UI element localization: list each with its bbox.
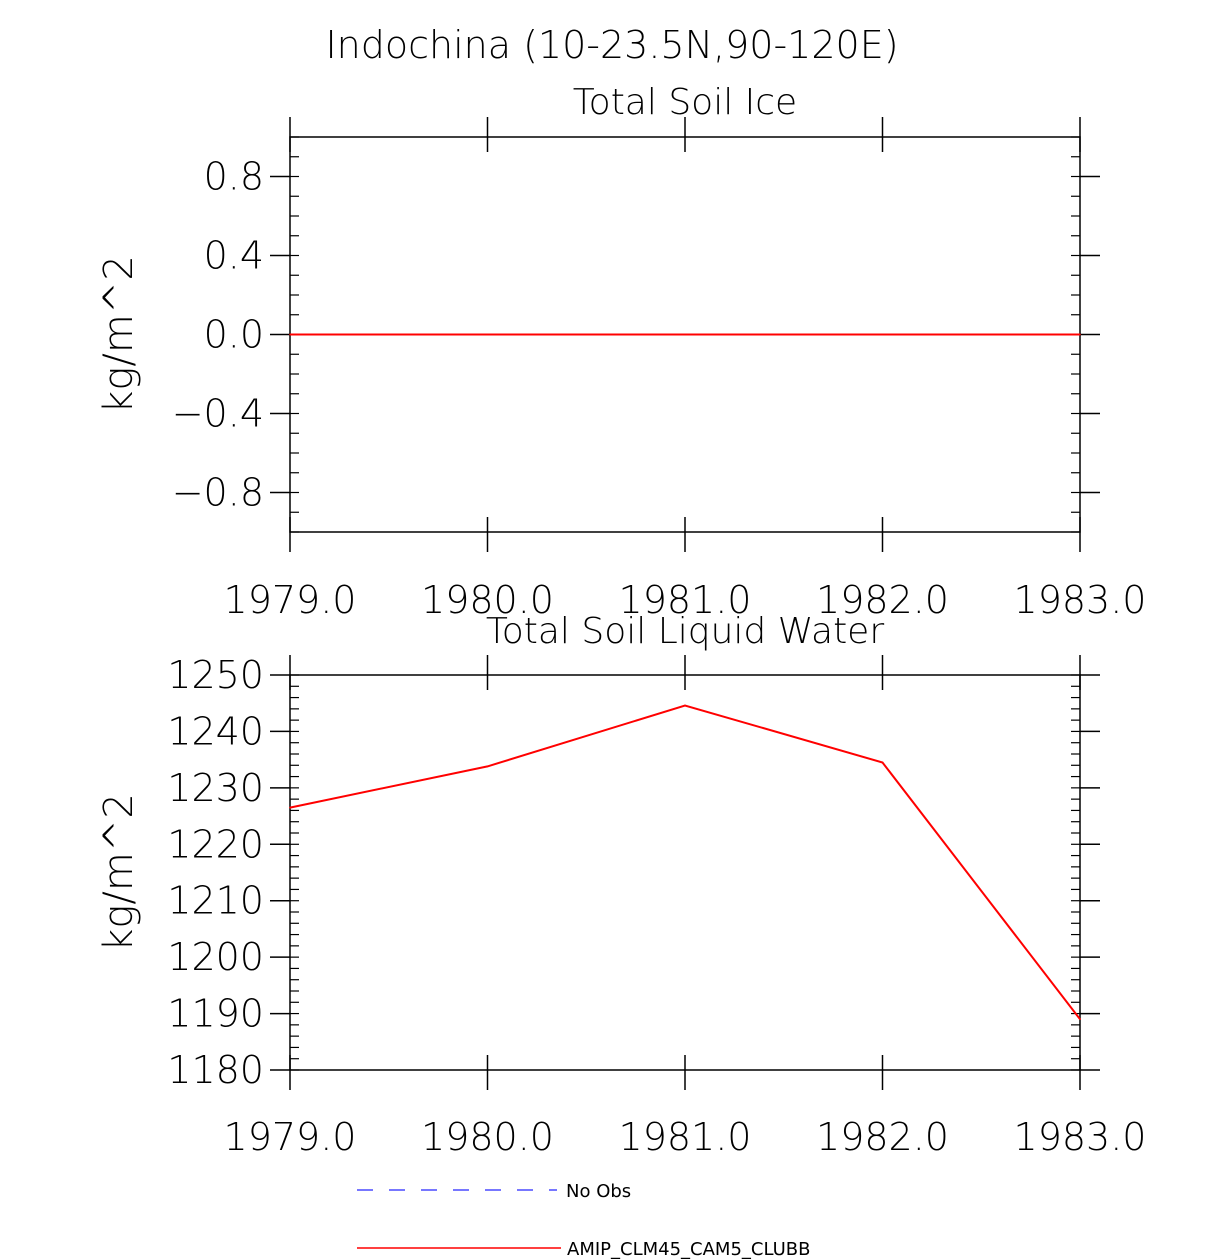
data-point <box>289 806 291 809</box>
y-axis-title: kg/m^2 <box>96 255 142 414</box>
data-point <box>684 704 686 707</box>
plot-frame <box>289 674 1081 1071</box>
data-point <box>486 765 489 768</box>
data-point <box>881 761 884 764</box>
y-tick-label: 0.0 <box>204 313 264 357</box>
panel-total-soil-liquid-water: Total Soil Liquid Water kg/m^2 1250 1240 123… <box>96 611 1146 1159</box>
x-tick-label: 1983.0 <box>1014 1115 1147 1159</box>
figure-title: Indochina (10-23.5N,90-120E) <box>325 23 898 67</box>
y-tick-label: 1230 <box>167 766 264 810</box>
chart-title: Total Soil Liquid Water <box>486 611 884 652</box>
x-tick-label: 1982.0 <box>816 1115 949 1159</box>
y-tick-label: −0.8 <box>172 471 264 515</box>
data-point <box>289 333 291 336</box>
data-point <box>881 333 884 336</box>
y-tick-label: 1250 <box>167 653 264 697</box>
data-point <box>1079 333 1081 336</box>
x-tick-label: 1980.0 <box>421 578 554 622</box>
y-tick-label: 1190 <box>167 992 264 1036</box>
x-tick-label: 1979.0 <box>224 1115 357 1159</box>
y-tick-label: 1240 <box>167 709 264 753</box>
data-point <box>486 333 489 336</box>
y-tick-label: 1180 <box>167 1048 264 1092</box>
y-tick-label: −0.4 <box>172 392 264 436</box>
y-tick-label: 0.8 <box>204 155 264 199</box>
x-tick-label: 1979.0 <box>224 578 357 622</box>
x-tick-label: 1980.0 <box>421 1115 554 1159</box>
y-tick-label: 1200 <box>167 935 264 979</box>
x-tick-label: 1982.0 <box>816 578 949 622</box>
legend-label-amip: AMIP_CLM45_CAM5_CLUBB <box>567 1239 810 1259</box>
y-tick-label: 0.4 <box>204 234 264 278</box>
series-line-0 <box>289 704 1081 1020</box>
y-tick-label: 1210 <box>167 879 264 923</box>
chart-title: Total Soil Ice <box>573 82 797 123</box>
x-tick-label: 1983.0 <box>1014 578 1147 622</box>
legend-label-no-obs: No Obs <box>566 1181 631 1202</box>
legend: No Obs AMIP_CLM45_CAM5_CLUBB <box>357 1181 810 1259</box>
x-tick-label: 1981.0 <box>619 1115 752 1159</box>
y-axis-title: kg/m^2 <box>96 793 142 952</box>
x-tick-label: 1981.0 <box>619 578 752 622</box>
data-point <box>684 333 686 336</box>
y-tick-label: 1220 <box>167 822 264 866</box>
panel-total-soil-ice: Total Soil Ice kg/m^2 0.8 0.4 0.0 −0.4 −0.8 197… <box>96 82 1146 622</box>
data-point <box>1079 1018 1081 1021</box>
